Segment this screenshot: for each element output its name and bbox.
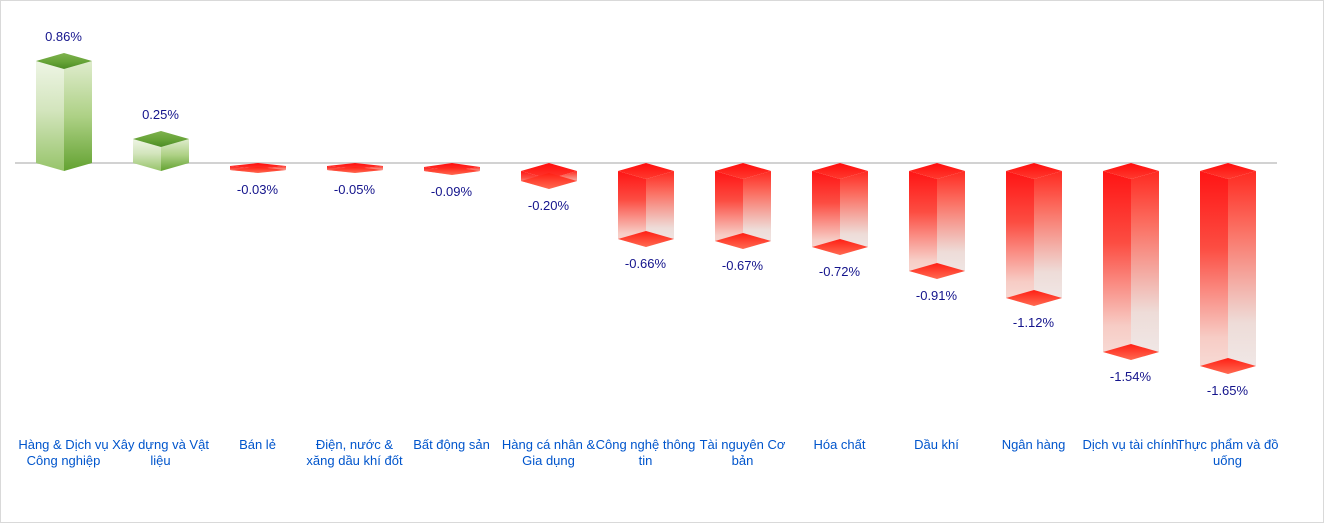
- bar-3d-positive: [132, 131, 189, 171]
- category-label: Hóa chất: [813, 437, 866, 452]
- value-label: -1.12%: [1012, 315, 1055, 330]
- bar-3d-negative: [617, 163, 674, 247]
- value-label: 0.86%: [45, 29, 82, 44]
- bar-slot: -0.09% Bất động sản: [403, 1, 500, 522]
- category-label: Điện, nước & xăng dầu khí đốt: [306, 437, 403, 468]
- bar-3d-positive: [35, 53, 92, 171]
- category-label: Thực phẩm và đồ uống: [1176, 437, 1279, 468]
- bar-3d-negative: [326, 163, 383, 173]
- value-label: -0.20%: [527, 198, 570, 213]
- bars-area: 0.86% Hàng & Dịch vụ Công nghiệp 0.25% Xây …: [15, 1, 1279, 522]
- value-label: -0.03%: [236, 182, 279, 197]
- bar-slot: 0.86% Hàng & Dịch vụ Công nghiệp: [15, 1, 112, 522]
- bar-slot: -0.20% Hàng cá nhân & Gia dụng: [500, 1, 597, 522]
- bar-3d-negative: [229, 163, 286, 173]
- category-label: Bán lẻ: [239, 437, 276, 452]
- value-label: -0.67%: [721, 258, 764, 273]
- bar-slot: 0.25% Xây dựng và Vật liệu: [112, 1, 209, 522]
- category-label: Ngân hàng: [1001, 437, 1066, 452]
- category-label: Hàng cá nhân & Gia dụng: [501, 437, 596, 468]
- bar-slot: -1.12% Ngân hàng: [985, 1, 1082, 522]
- bar-slot: -1.65% Thực phẩm và đồ uống: [1176, 1, 1279, 522]
- category-label: Công nghệ thông tin: [595, 437, 696, 468]
- category-label: Dầu khí: [914, 437, 959, 452]
- bar-slot: -0.66% Công nghệ thông tin: [595, 1, 696, 522]
- bar-3d-negative: [714, 163, 771, 249]
- bar-slot: -0.03% Bán lẻ: [209, 1, 306, 522]
- category-label: Tài nguyên Cơ bản: [699, 437, 786, 468]
- bar-slot: -0.72% Hóa chất: [791, 1, 888, 522]
- bar-3d-negative: [1199, 163, 1256, 374]
- bar-slot: -1.54% Dịch vụ tài chính: [1082, 1, 1179, 522]
- category-label: Hàng & Dịch vụ Công nghiệp: [18, 437, 109, 468]
- value-label: -0.72%: [818, 264, 861, 279]
- bar-3d-negative: [520, 163, 577, 189]
- value-label: -0.05%: [333, 182, 376, 197]
- bar-slot: -0.91% Dầu khí: [888, 1, 985, 522]
- zero-axis-line: [15, 162, 1277, 164]
- value-label: -0.66%: [624, 256, 667, 271]
- category-label: Xây dựng và Vật liệu: [112, 437, 209, 468]
- category-label: Bất động sản: [413, 437, 490, 452]
- bar-3d-negative: [1005, 163, 1062, 306]
- bar-3d-negative: [908, 163, 965, 279]
- bar-slot: -0.67% Tài nguyên Cơ bản: [694, 1, 791, 522]
- bar-3d-negative: [1102, 163, 1159, 360]
- value-label: 0.25%: [142, 107, 179, 122]
- value-label: -1.54%: [1109, 369, 1152, 384]
- value-label: -0.91%: [915, 288, 958, 303]
- bar-3d-negative: [811, 163, 868, 255]
- bar-slot: -0.05% Điện, nước & xăng dầu khí đốt: [306, 1, 403, 522]
- value-label: -0.09%: [430, 184, 473, 199]
- bar-3d-negative: [423, 163, 480, 175]
- value-label: -1.65%: [1206, 383, 1249, 398]
- category-label: Dịch vụ tài chính: [1082, 437, 1179, 452]
